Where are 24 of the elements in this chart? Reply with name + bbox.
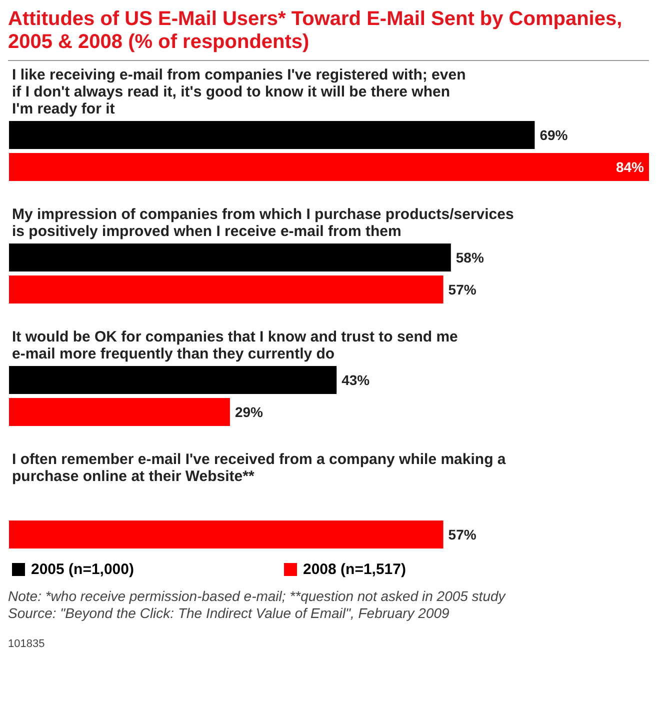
bar (9, 244, 451, 272)
bar (9, 398, 230, 426)
y-tick-label: My impression of companies from which I purchase products/services is positively improved when I receive e-mail from them (12, 206, 514, 240)
y-tick-label: I often remember e-mail I've received from a company while making a purchase online at their Website** (12, 450, 506, 485)
bar (9, 153, 649, 181)
text: 101835 (8, 637, 46, 652)
bar (9, 366, 337, 394)
data-label: 57% (448, 526, 477, 542)
bar (9, 276, 444, 304)
data-label: 57% (448, 282, 477, 298)
bar (9, 520, 444, 548)
data-label: 69% (540, 127, 568, 143)
bar (9, 121, 535, 149)
data-label: 29% (234, 404, 264, 420)
y-tick-label: I like receiving e-mail from companies I've registered with; even if I don't always read it, it's good to know it will be there when I'm ready for it (12, 66, 466, 118)
data-label: 84% (616, 159, 645, 175)
chart-title: Attitudes of US E-Mail Users* Toward E-Mail Sent by Companies, 2005 & 2008 (% of respondents) (8, 8, 649, 61)
source-note: Source: "Beyond the Click: The Indirect Value of Email", February 2009 (8, 605, 450, 622)
legend-label: 2005 (n=1,000) (31, 561, 134, 578)
data-label: 43% (342, 372, 370, 388)
y-tick-label: It would be OK for companies that I know and trust to send me e-mail more frequently than they currently do (12, 328, 458, 362)
data-label: 58% (456, 250, 484, 266)
text: Note: *who receive permission-based e-mail; **question not asked in 2005 study (8, 588, 507, 605)
legend-label: 2008 (n=1,517) (303, 561, 406, 578)
